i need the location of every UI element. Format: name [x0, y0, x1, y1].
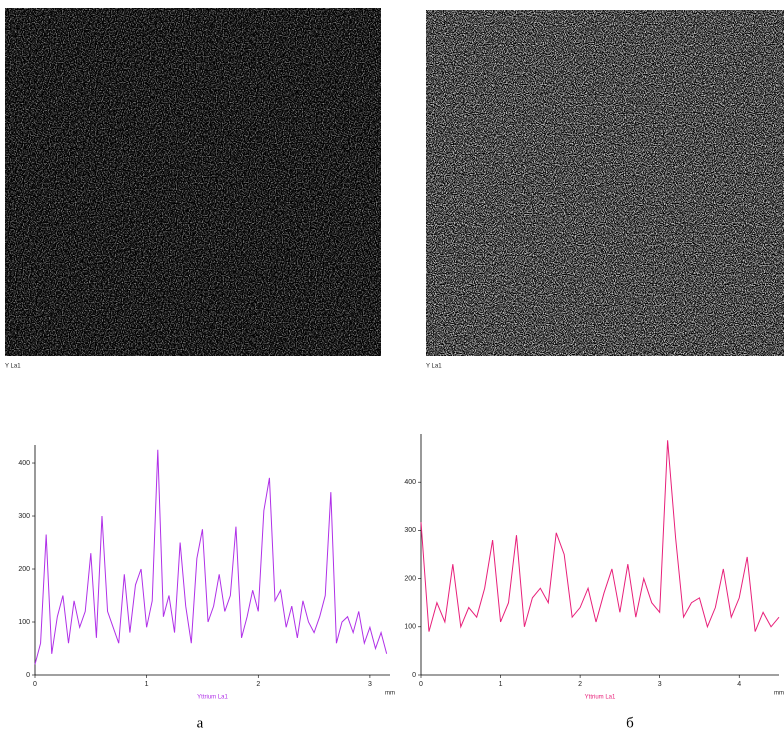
map-label: Y La1 — [426, 364, 442, 370]
line — [420, 440, 780, 632]
x-tick-label: 3 — [368, 681, 372, 688]
x-tick-label: 0 — [33, 681, 37, 688]
x-tick-label: 3 — [658, 681, 662, 688]
map-noise — [426, 10, 784, 356]
x-tick-label: 1 — [145, 681, 149, 688]
x-tick-label: 4 — [737, 681, 741, 688]
x-tick-label: 2 — [256, 681, 260, 688]
y-tick-label: 100 — [404, 624, 416, 631]
x-unit: mm — [385, 691, 395, 697]
map-noise — [5, 8, 381, 356]
map-label: Y La1 — [5, 364, 21, 370]
caption: а — [197, 715, 204, 731]
x-tick-label: 0 — [419, 681, 423, 688]
y-tick-label: 0 — [26, 672, 30, 679]
x-tick-label: 2 — [578, 681, 582, 688]
x-axis-label: Yttrium La1 — [197, 695, 228, 701]
line — [34, 449, 388, 665]
y-tick-label: 400 — [18, 460, 30, 467]
caption: б — [626, 715, 634, 731]
x-axis-label: Yttrium La1 — [585, 695, 616, 701]
y-tick-label: 100 — [18, 619, 30, 626]
y-tick-label: 200 — [404, 575, 416, 582]
y-tick-label: 300 — [404, 527, 416, 534]
y-tick-label: 200 — [18, 566, 30, 573]
x-tick-label: 1 — [499, 681, 503, 688]
y-tick-label: 0 — [412, 672, 416, 679]
y-tick-label: 400 — [404, 479, 416, 486]
x-unit: mm — [774, 691, 784, 697]
y-tick-label: 300 — [18, 513, 30, 520]
